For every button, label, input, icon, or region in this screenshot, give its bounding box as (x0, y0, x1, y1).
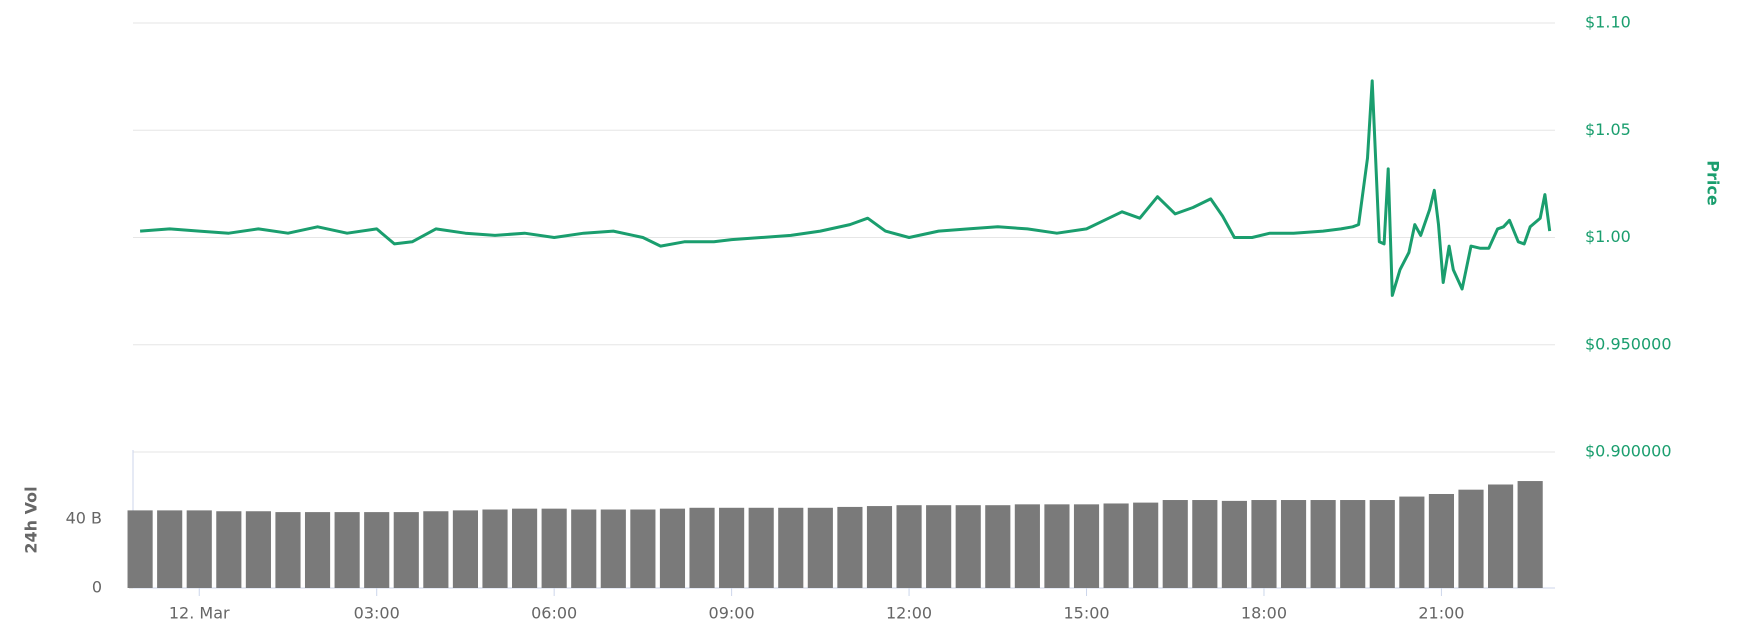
volume-bar (837, 506, 863, 588)
volume-bar (1458, 489, 1484, 588)
x-tick-label: 12. Mar (169, 604, 230, 623)
volume-bar (1428, 493, 1454, 588)
x-tick-label: 06:00 (531, 604, 577, 623)
x-tick-label: 21:00 (1418, 604, 1464, 623)
y-tick-label: $1.05 (1585, 120, 1631, 139)
volume-bar (985, 505, 1011, 588)
volume-bar (659, 508, 686, 588)
volume-bar (1221, 500, 1247, 588)
volume-bar (1280, 500, 1307, 588)
volume-bar (1192, 500, 1218, 588)
volume-bar (926, 505, 952, 588)
x-tick-label: 03:00 (354, 604, 400, 623)
volume-bar (807, 507, 833, 588)
volume-bar (512, 508, 538, 588)
x-tick-label: 18:00 (1241, 604, 1287, 623)
y-tick-label: $0.950000 (1585, 334, 1672, 353)
volume-bar (304, 512, 331, 588)
volume-bar (600, 509, 626, 588)
volume-bar (393, 512, 419, 588)
volume-bar (778, 507, 804, 588)
y-tick-label: $1.00 (1585, 227, 1631, 246)
x-tick-label: 12:00 (886, 604, 932, 623)
volume-bar (127, 510, 153, 588)
volume-bar (748, 507, 774, 588)
volume-bar (955, 505, 981, 588)
price-axis-title: Price (1704, 160, 1723, 206)
volume-bar (689, 507, 715, 588)
volume-bar (1103, 503, 1129, 588)
volume-bar (1014, 504, 1040, 588)
volume-bar (157, 510, 183, 588)
volume-bar (334, 512, 360, 588)
volume-bar (1044, 504, 1070, 588)
y-tick-label: 40 B (66, 509, 102, 528)
x-tick-label: 09:00 (709, 604, 755, 623)
volume-bar (1399, 496, 1425, 588)
volume-bar (1133, 502, 1159, 588)
volume-bar (630, 509, 656, 588)
volume-axis-title: 24h Vol (22, 486, 41, 553)
volume-bar (719, 507, 745, 588)
volume-bar (423, 511, 449, 588)
volume-bar (275, 512, 301, 588)
price-line (139, 79, 1552, 297)
volume-bar (364, 512, 390, 588)
volume-bar (452, 510, 479, 588)
volume-bar (1162, 500, 1188, 588)
volume-bar (1073, 504, 1100, 588)
volume-bar (541, 508, 567, 588)
volume-bar (896, 505, 922, 588)
volume-bar (1369, 500, 1395, 588)
y-tick-label: $0.900000 (1585, 442, 1672, 461)
volume-bar (571, 509, 597, 588)
volume-bar (1340, 500, 1366, 588)
volume-bar (1517, 481, 1543, 588)
volume-bar (245, 511, 271, 588)
y-tick-label: $1.10 (1585, 13, 1631, 32)
volume-bar (482, 509, 508, 588)
volume-bar (1251, 500, 1277, 588)
x-tick-label: 15:00 (1063, 604, 1109, 623)
y-tick-label: 0 (92, 578, 102, 597)
volume-bar (216, 511, 242, 588)
volume-bar (186, 510, 212, 588)
volume-bar (1310, 500, 1336, 588)
volume-bar (866, 506, 893, 588)
volume-bar (1488, 484, 1514, 588)
